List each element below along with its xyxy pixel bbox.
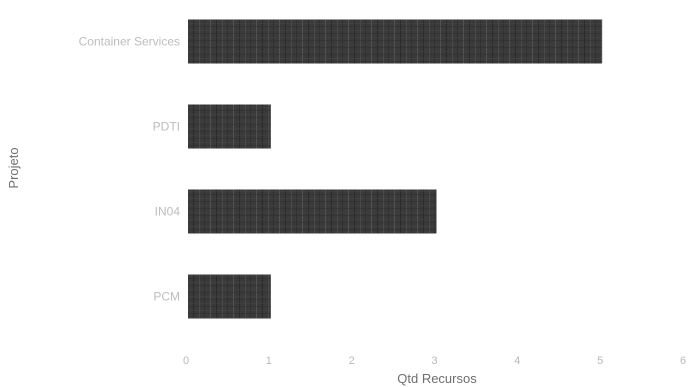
x-tick-label: 5 — [597, 355, 603, 367]
x-tick-label: 3 — [431, 355, 437, 367]
y-axis-title: Projeto — [6, 147, 21, 188]
x-axis-title: Qtd Recursos — [397, 371, 477, 386]
x-tick-label: 2 — [349, 355, 355, 367]
bars-group — [188, 19, 603, 319]
category-label: Container Services — [79, 35, 180, 49]
x-tick-label: 4 — [514, 355, 520, 367]
x-tick-label: 0 — [183, 355, 189, 367]
category-label: IN04 — [155, 205, 181, 219]
x-tick-label: 1 — [266, 355, 272, 367]
category-labels: Container Services PDTI IN04 PCM — [79, 35, 181, 304]
bar-2 — [188, 189, 437, 234]
bar-1 — [188, 104, 271, 149]
bar-3 — [188, 274, 271, 319]
x-tick-label: 6 — [680, 355, 686, 367]
category-label: PCM — [153, 290, 180, 304]
bar-0 — [188, 19, 603, 64]
x-tick-labels: 0 1 2 3 4 5 6 — [183, 355, 686, 367]
category-label: PDTI — [153, 120, 180, 134]
